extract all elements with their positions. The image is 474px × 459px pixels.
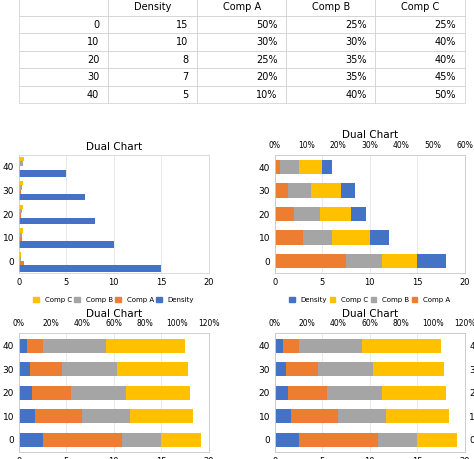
Bar (299, 339, 362, 353)
Bar (35, 409, 82, 423)
Bar (322, 160, 332, 174)
Bar (417, 254, 446, 268)
Bar (275, 254, 346, 268)
Bar (275, 207, 294, 221)
Legend: Density, Comp C, Comp B, Comp A: Density, Comp C, Comp B, Comp A (287, 294, 453, 306)
Bar (19, 362, 30, 376)
Bar (129, 409, 193, 423)
Bar (62, 362, 117, 376)
Bar (19, 241, 114, 248)
Bar (303, 230, 332, 245)
Title: Dual Chart: Dual Chart (86, 308, 142, 319)
Bar (373, 362, 444, 376)
Bar (338, 409, 385, 423)
Bar (275, 409, 291, 423)
Legend: Comp C, Comp B, Comp A, Density: Comp C, Comp B, Comp A, Density (31, 294, 197, 306)
Bar (19, 170, 66, 177)
Bar (82, 409, 129, 423)
Bar (19, 205, 23, 209)
Bar (19, 233, 22, 237)
Bar (19, 252, 21, 257)
Bar (288, 386, 327, 400)
Bar (318, 362, 373, 376)
Bar (332, 230, 370, 245)
Bar (19, 237, 22, 241)
Bar (19, 190, 21, 194)
Bar (275, 386, 288, 400)
Bar (275, 433, 299, 447)
Bar (283, 339, 299, 353)
Bar (346, 254, 382, 268)
Bar (275, 184, 288, 197)
Bar (275, 160, 280, 174)
Bar (291, 409, 338, 423)
Bar (378, 433, 417, 447)
Bar (382, 254, 417, 268)
Bar (294, 207, 320, 221)
Bar (275, 230, 303, 245)
Title: Dual Chart: Dual Chart (342, 130, 398, 140)
Bar (311, 184, 341, 197)
Bar (127, 386, 190, 400)
Bar (161, 433, 201, 447)
Bar (19, 257, 21, 261)
Bar (27, 339, 43, 353)
Bar (43, 339, 106, 353)
Bar (30, 362, 62, 376)
Bar (288, 184, 311, 197)
Bar (19, 218, 95, 224)
Bar (32, 386, 71, 400)
Bar (19, 386, 32, 400)
Title: Dual Chart: Dual Chart (86, 142, 142, 152)
Bar (385, 409, 449, 423)
Bar (19, 157, 24, 162)
Bar (286, 362, 318, 376)
Bar (19, 213, 21, 218)
Bar (19, 185, 22, 190)
Bar (122, 433, 161, 447)
Bar (327, 386, 383, 400)
Bar (19, 209, 22, 213)
Bar (71, 386, 127, 400)
Bar (280, 160, 299, 174)
Bar (19, 229, 23, 233)
Bar (19, 162, 23, 166)
Bar (275, 362, 286, 376)
Title: Dual Chart: Dual Chart (342, 308, 398, 319)
Bar (19, 409, 35, 423)
Bar (341, 184, 355, 197)
Bar (19, 433, 43, 447)
Bar (117, 362, 188, 376)
Bar (19, 166, 20, 170)
Bar (275, 339, 283, 353)
Bar (362, 339, 441, 353)
Bar (299, 433, 378, 447)
Bar (383, 386, 446, 400)
Bar (19, 261, 24, 265)
Bar (370, 230, 389, 245)
Bar (320, 207, 351, 221)
Bar (299, 160, 322, 174)
Bar (19, 181, 23, 185)
Bar (19, 194, 85, 200)
Bar (417, 433, 456, 447)
Bar (43, 433, 122, 447)
Bar (19, 265, 161, 272)
Bar (106, 339, 185, 353)
Bar (19, 339, 27, 353)
Bar (351, 207, 366, 221)
